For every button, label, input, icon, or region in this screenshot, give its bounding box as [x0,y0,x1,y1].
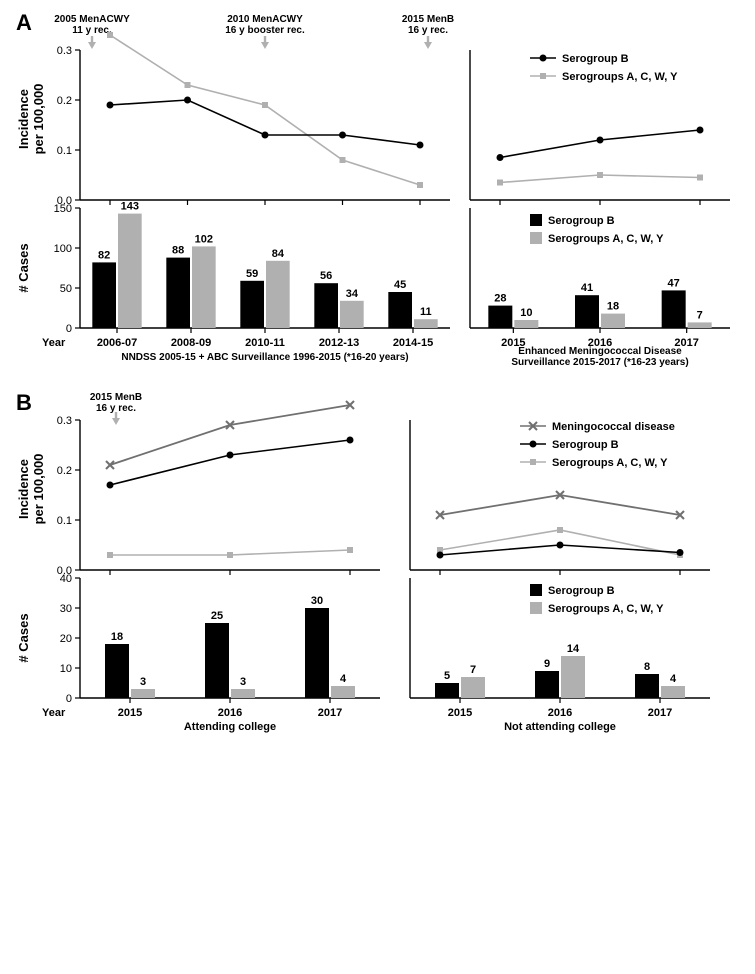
svg-text:25: 25 [211,610,223,622]
svg-text:0: 0 [66,323,72,335]
svg-text:3: 3 [140,676,146,688]
svg-text:Serogroups A, C, W, Y: Serogroups A, C, W, Y [548,233,664,245]
svg-text:100: 100 [54,243,72,255]
svg-text:40: 40 [60,573,72,585]
svg-text:56: 56 [320,270,332,282]
svg-text:20: 20 [60,633,72,645]
svg-text:18: 18 [607,301,619,313]
svg-text:2017: 2017 [318,707,342,719]
svg-text:150: 150 [54,203,72,215]
svg-text:102: 102 [195,233,213,245]
svg-text:2010-11: 2010-11 [245,337,285,349]
svg-text:4: 4 [670,673,677,685]
svg-text:0: 0 [66,693,72,705]
panel-a-svg: A 2005 MenACWY11 y rec. 2010 MenACWY16 y b… [10,10,740,390]
svg-text:0.2: 0.2 [57,95,72,107]
svg-text:2010 MenACWY16 y booster rec.: 2010 MenACWY16 y booster rec. [225,14,305,36]
figure-root: A 2005 MenACWY11 y rec. 2010 MenACWY16 y b… [10,10,745,750]
svg-text:Serogroups A, C, W, Y: Serogroups A, C, W, Y [552,457,668,469]
svg-text:0.1: 0.1 [57,515,72,527]
svg-text:0.3: 0.3 [57,45,72,57]
svg-text:88: 88 [172,245,184,257]
svg-text:34: 34 [346,288,359,300]
svg-text:2015 MenB16 y rec.: 2015 MenB16 y rec. [402,14,454,36]
svg-text:# Cases: # Cases [16,613,31,662]
svg-text:9: 9 [544,658,550,670]
svg-text:Incidenceper 100,000: Incidenceper 100,000 [16,84,46,155]
svg-text:7: 7 [697,309,703,321]
svg-text:2014-15: 2014-15 [393,337,433,349]
svg-text:7: 7 [470,664,476,676]
svg-text:NNDSS 2005-15 + ABC Surveillan: NNDSS 2005-15 + ABC Surveillance 1996-20… [121,352,408,363]
svg-text:11: 11 [420,306,432,318]
svg-text:Enhanced Meningococcal Disease: Enhanced Meningococcal DiseaseSurveillan… [511,346,688,368]
svg-text:10: 10 [60,663,72,675]
svg-text:4: 4 [340,673,347,685]
svg-text:2016: 2016 [548,707,572,719]
svg-text:B: B [16,390,32,415]
svg-text:2015 MenB16 y rec.: 2015 MenB16 y rec. [90,392,142,414]
svg-text:3: 3 [240,676,246,688]
svg-text:Serogroup B: Serogroup B [562,53,629,65]
svg-text:143: 143 [121,201,139,213]
svg-text:28: 28 [494,293,506,305]
svg-text:Year: Year [42,707,66,719]
svg-text:Serogroup B: Serogroup B [548,585,615,597]
svg-text:2005 MenACWY11 y rec.: 2005 MenACWY11 y rec. [54,14,130,36]
svg-text:59: 59 [246,268,258,280]
svg-text:0.1: 0.1 [57,145,72,157]
svg-text:Serogroup B: Serogroup B [548,215,615,227]
svg-text:18: 18 [111,631,123,643]
svg-text:2016: 2016 [218,707,242,719]
svg-text:84: 84 [272,248,285,260]
svg-text:2008-09: 2008-09 [171,337,211,349]
svg-text:Serogroups A, C, W, Y: Serogroups A, C, W, Y [548,603,664,615]
svg-text:47: 47 [668,277,680,289]
svg-text:2012-13: 2012-13 [319,337,359,349]
svg-text:82: 82 [98,249,110,261]
svg-text:2015: 2015 [118,707,142,719]
svg-text:Meningococcal disease: Meningococcal disease [552,421,675,433]
svg-text:2006-07: 2006-07 [97,337,137,349]
svg-text:Year: Year [42,337,66,349]
svg-text:Incidenceper 100,000: Incidenceper 100,000 [16,454,46,525]
svg-text:0.2: 0.2 [57,465,72,477]
panel-b-svg: B2015 MenB16 y rec.0.00.10.20.3Meningoco… [10,390,720,750]
svg-text:14: 14 [567,643,580,655]
svg-text:Serogroups A, C, W, Y: Serogroups A, C, W, Y [562,71,678,83]
svg-text:10: 10 [520,307,532,319]
svg-text:30: 30 [311,595,323,607]
svg-text:2015: 2015 [448,707,472,719]
svg-text:A: A [16,10,32,35]
svg-text:50: 50 [60,283,72,295]
svg-text:45: 45 [394,279,406,291]
svg-text:41: 41 [581,282,593,294]
svg-text:Not attending college: Not attending college [504,721,616,733]
svg-text:8: 8 [644,661,650,673]
svg-text:30: 30 [60,603,72,615]
svg-text:2017: 2017 [648,707,672,719]
svg-text:# Cases: # Cases [16,243,31,292]
svg-text:Attending college: Attending college [184,721,276,733]
svg-text:5: 5 [444,670,450,682]
svg-text:Serogroup B: Serogroup B [552,439,619,451]
svg-text:0.3: 0.3 [57,415,72,427]
